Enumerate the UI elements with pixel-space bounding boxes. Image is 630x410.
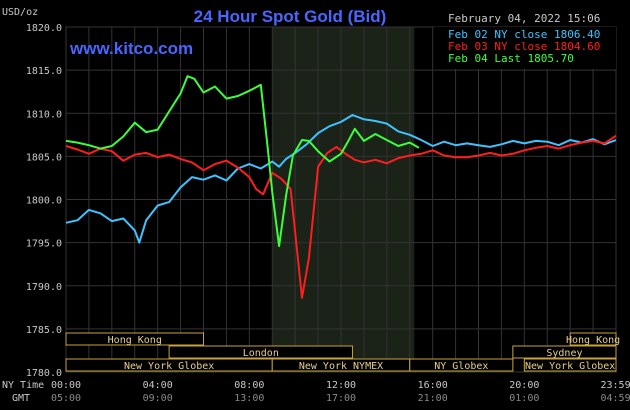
series-line-feb02 bbox=[65, 114, 617, 244]
y-tick-label: 1800.0 bbox=[26, 196, 62, 207]
x-tick-label-ny: 12:00 bbox=[326, 380, 356, 391]
ny-time-axis-label: NY Time bbox=[2, 380, 44, 391]
legend-box bbox=[434, 27, 616, 69]
x-tick-label-ny: 16:00 bbox=[418, 380, 448, 391]
legend-item-feb02: Feb 02 NY close 1806.40 bbox=[448, 28, 600, 41]
series-line-feb03 bbox=[65, 134, 617, 299]
x-tick-label-gmt: 05:00 bbox=[51, 393, 81, 404]
session-label: London bbox=[243, 348, 279, 359]
y-tick-label: 1815.0 bbox=[26, 66, 62, 77]
x-tick-label-gmt: 01:00 bbox=[509, 393, 539, 404]
legend-item-feb03: Feb 03 NY close 1804.60 bbox=[448, 40, 600, 53]
market-session-bars: Hong Kong London New York Globex New York N… bbox=[65, 332, 620, 372]
x-tick-label-gmt: 13:00 bbox=[234, 393, 264, 404]
y-tick-label: 1780.0 bbox=[26, 368, 62, 379]
y-axis-tick-labels: 1820.0 1815.0 1810.0 1805.0 1800.0 1795.0 1790… bbox=[26, 23, 62, 379]
session-bar bbox=[523, 358, 617, 372]
x-tick-label-ny: 00:00 bbox=[51, 380, 81, 391]
gmt-axis-label: GMT bbox=[12, 393, 30, 404]
x-tick-label-ny: 04:00 bbox=[143, 380, 173, 391]
x-tick-label-gmt: 09:00 bbox=[143, 393, 173, 404]
session-bar bbox=[512, 345, 617, 359]
session-label: Hong Kong bbox=[566, 335, 620, 346]
y-axis-unit-label: USD/oz bbox=[2, 7, 38, 18]
y-tick-label: 1805.0 bbox=[26, 152, 62, 163]
session-label: Hong Kong bbox=[108, 335, 162, 346]
session-bar bbox=[569, 332, 617, 346]
y-tick-label: 1785.0 bbox=[26, 325, 62, 336]
y-tick-label: 1820.0 bbox=[26, 23, 62, 34]
x-axis-tick-labels: 00:00 05:00 04:00 09:00 08:00 13:00 12:00 17:00… bbox=[51, 380, 630, 404]
session-bar bbox=[65, 332, 204, 346]
session-label: New York Globex bbox=[124, 361, 214, 372]
website-label[interactable]: www.kitco.com bbox=[69, 39, 193, 58]
y-tick-label: 1795.0 bbox=[26, 239, 62, 250]
session-label: New York Globex bbox=[525, 361, 615, 372]
session-label: NY Globex bbox=[434, 361, 488, 372]
x-tick-label-gmt: 21:00 bbox=[418, 393, 448, 404]
x-tick-label-ny: 20:00 bbox=[509, 380, 539, 391]
series-line-feb04 bbox=[65, 75, 420, 248]
legend: Feb 02 NY close 1806.40 Feb 03 NY close … bbox=[434, 27, 616, 69]
session-bar bbox=[409, 358, 514, 372]
session-bar bbox=[168, 345, 353, 359]
y-tick-label: 1790.0 bbox=[26, 282, 62, 293]
legend-item-feb04: Feb 04 Last 1805.70 bbox=[448, 52, 574, 65]
chart-title: 24 Hour Spot Gold (Bid) bbox=[194, 7, 387, 26]
x-tick-label-gmt: 17:00 bbox=[326, 393, 356, 404]
x-tick-label-gmt: 04:59 bbox=[600, 393, 630, 404]
x-tick-label-ny: 23:59 bbox=[600, 380, 630, 391]
series-lines bbox=[65, 75, 617, 299]
session-label: New York NYMEX bbox=[299, 361, 383, 372]
y-tick-label: 1810.0 bbox=[26, 109, 62, 120]
x-tick-label-ny: 08:00 bbox=[234, 380, 264, 391]
chart-date: February 04, 2022 15:06 bbox=[448, 12, 600, 25]
session-label: Sydney bbox=[546, 348, 582, 359]
